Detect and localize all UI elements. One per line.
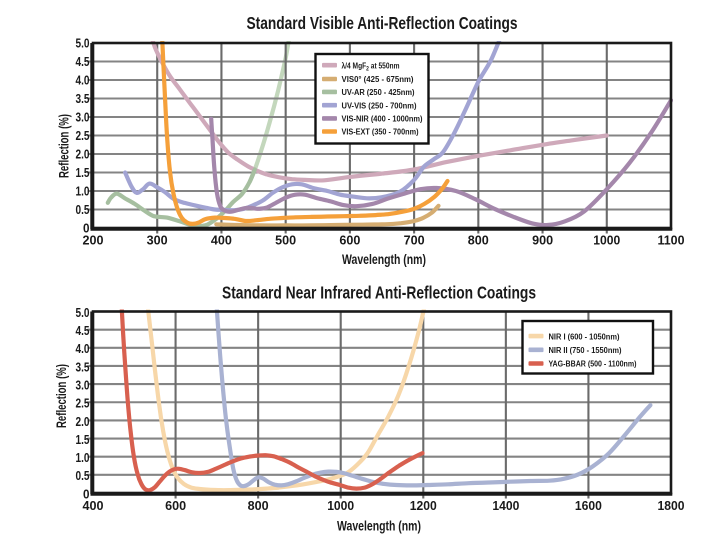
svg-text:800: 800 (248, 499, 269, 513)
svg-text:700: 700 (404, 234, 425, 248)
svg-text:Reflection (%): Reflection (%) (57, 114, 72, 178)
svg-text:3.5: 3.5 (76, 92, 90, 106)
svg-text:NIR I (600 - 1050nm): NIR I (600 - 1050nm) (549, 331, 620, 341)
svg-text:1.0: 1.0 (76, 184, 90, 198)
svg-text:5.0: 5.0 (76, 306, 90, 320)
svg-text:YAG-BBAR (500 - 1100nm): YAG-BBAR (500 - 1100nm) (549, 359, 637, 369)
svg-text:4.0: 4.0 (76, 342, 90, 356)
svg-text:VIS-NIR (400 - 1000nm): VIS-NIR (400 - 1000nm) (342, 114, 423, 124)
svg-text:1000: 1000 (327, 499, 354, 513)
svg-text:200: 200 (83, 234, 104, 248)
svg-text:1800: 1800 (658, 499, 685, 513)
svg-text:Reflection (%): Reflection (%) (54, 364, 69, 428)
svg-text:λ/4 MgF2 at 550nm: λ/4 MgF2 at 550nm (342, 60, 400, 72)
svg-text:1400: 1400 (492, 499, 519, 513)
svg-text:Standard Near Infrared Anti-Re: Standard Near Infrared Anti-Reflection C… (222, 283, 536, 303)
svg-text:Wavelength (nm): Wavelength (nm) (337, 519, 421, 534)
svg-text:1000: 1000 (593, 234, 620, 248)
svg-text:UV-VIS (250 - 700nm): UV-VIS (250 - 700nm) (342, 100, 417, 110)
svg-text:2.0: 2.0 (76, 415, 90, 429)
svg-text:5.0: 5.0 (76, 36, 90, 50)
svg-text:4.5: 4.5 (76, 324, 90, 338)
svg-text:1.0: 1.0 (76, 451, 90, 465)
svg-text:1.5: 1.5 (76, 433, 90, 447)
svg-text:UV-AR (250 - 425nm): UV-AR (250 - 425nm) (342, 87, 415, 97)
svg-text:1200: 1200 (410, 499, 437, 513)
svg-text:800: 800 (468, 234, 489, 248)
svg-text:0: 0 (83, 221, 90, 235)
svg-text:1100: 1100 (658, 234, 685, 248)
svg-text:2.0: 2.0 (76, 147, 90, 161)
svg-text:1.5: 1.5 (76, 166, 90, 180)
svg-text:VIS0° (425 - 675nm): VIS0° (425 - 675nm) (342, 74, 414, 84)
svg-text:0.5: 0.5 (76, 203, 90, 217)
svg-text:4.0: 4.0 (76, 73, 90, 87)
svg-text:4.5: 4.5 (76, 55, 90, 69)
svg-text:3.0: 3.0 (76, 379, 90, 393)
svg-text:Wavelength (nm): Wavelength (nm) (342, 252, 426, 267)
svg-text:400: 400 (83, 499, 104, 513)
svg-text:3.0: 3.0 (76, 110, 90, 124)
svg-text:3.5: 3.5 (76, 360, 90, 374)
svg-text:2.5: 2.5 (76, 397, 90, 411)
svg-text:Standard Visible Anti-Reflecti: Standard Visible Anti-Reflection Coating… (247, 13, 518, 33)
svg-text:VIS-EXT (350 - 700nm): VIS-EXT (350 - 700nm) (342, 127, 419, 137)
svg-text:500: 500 (275, 234, 296, 248)
svg-text:400: 400 (211, 234, 232, 248)
svg-text:0.5: 0.5 (76, 469, 90, 483)
svg-text:600: 600 (165, 499, 186, 513)
svg-text:2.5: 2.5 (76, 129, 90, 143)
svg-text:NIR II (750 - 1550nm): NIR II (750 - 1550nm) (549, 345, 622, 355)
svg-text:300: 300 (147, 234, 168, 248)
svg-text:600: 600 (339, 234, 360, 248)
svg-text:900: 900 (532, 234, 553, 248)
svg-text:0: 0 (83, 487, 90, 501)
svg-text:1600: 1600 (575, 499, 602, 513)
